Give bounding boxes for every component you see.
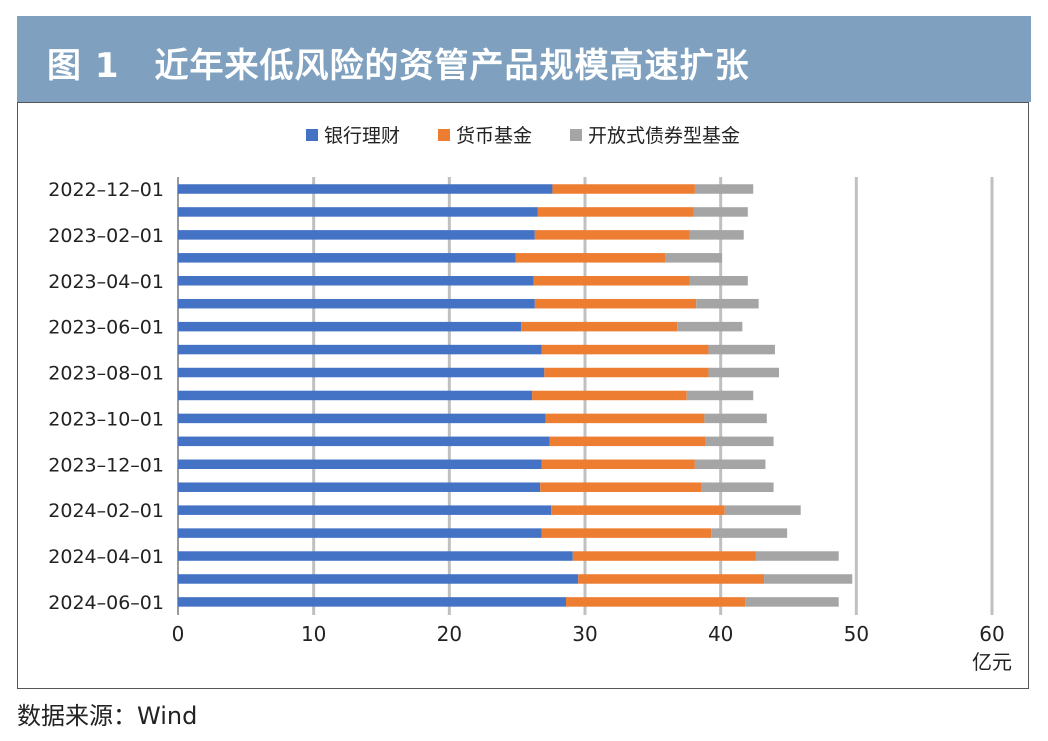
- bar-2023-12-01-series-0: [178, 459, 542, 470]
- y-tick-label: 2023–04–01: [48, 271, 164, 293]
- bar-2023-04-01-series-2: [689, 276, 748, 286]
- title-bar: 图 1 近年来低风险的资管产品规模高速扩张: [17, 16, 1031, 102]
- bar-2023-08-01-series-0: [178, 367, 545, 378]
- bar-2023-05-01-series-0: [178, 298, 535, 309]
- x-axis-unit: 亿元: [972, 650, 1012, 674]
- bar-2023-03-01-series-0: [178, 253, 516, 263]
- legend-swatch-1: [438, 129, 450, 141]
- bar-2024-03-01-series-2: [711, 528, 788, 538]
- y-axis-labels: 2022–12–01 2023–02–01 2023–04–01 2023–06–01…: [48, 179, 164, 614]
- bar-2023-02-01-series-1: [534, 230, 690, 240]
- bar-2023-06-01-series-0: [178, 321, 522, 332]
- bar-2024-05-01-series-0: [178, 574, 579, 584]
- bar-2023-05-01-series-2: [696, 298, 759, 309]
- y-tick-label: 2023–06–01: [48, 317, 164, 339]
- bar-2023-07-01-series-0: [178, 344, 542, 355]
- x-tick-label: 20: [437, 622, 462, 646]
- bar-2023-07-01-series-2: [708, 344, 775, 355]
- legend-swatch-0: [306, 129, 318, 141]
- legend-label-1: 货币基金: [456, 125, 532, 147]
- stacked-bar-chart: 银行理财 货币基金 开放式债券型基金 2022–12–012023–02–01202…: [48, 125, 1012, 674]
- x-axis-labels: 0 10 20 30 40 50 60 亿元: [172, 622, 1012, 674]
- bar-2023-01-01-series-1: [537, 207, 694, 217]
- y-tick-label: 2023–10–01: [48, 408, 164, 430]
- bar-2023-01-01-series-0: [178, 207, 538, 217]
- bar-2024-04-01-series-1: [572, 551, 756, 561]
- bar-2024-04-01-series-0: [178, 551, 573, 561]
- x-tick-label: 50: [844, 622, 869, 646]
- y-tick-label: 2024–04–01: [48, 546, 164, 568]
- bar-2023-02-01-series-0: [178, 230, 535, 240]
- chart-frame: 银行理财 货币基金 开放式债券型基金 2022–12–01 2023–02–01 202…: [17, 102, 1029, 689]
- bar-2022-12-01-series-0: [178, 184, 553, 194]
- y-tick-label: 2024–06–01: [48, 592, 164, 614]
- bar-2024-06-01-series-1: [566, 597, 746, 607]
- bar-2023-12-01-series-1: [541, 459, 695, 470]
- bar-2023-06-01-series-1: [521, 321, 678, 332]
- x-tick-label: 10: [301, 622, 326, 646]
- bar-2023-07-01-series-1: [541, 344, 709, 355]
- bar-2023-09-01-series-0: [178, 390, 533, 401]
- x-tick-label: 60: [979, 622, 1004, 646]
- bar-2023-02-01-series-2: [689, 230, 744, 240]
- bar-2023-03-01-series-2: [665, 253, 723, 263]
- bar-2023-11-01-series-0: [178, 436, 550, 447]
- bar-2023-04-01-series-1: [533, 276, 690, 286]
- bars: [178, 184, 853, 607]
- y-tick-label: 2024–02–01: [48, 500, 164, 522]
- bar-2024-05-01-series-1: [578, 574, 765, 584]
- x-tick-label: 0: [172, 622, 185, 646]
- legend: 银行理财 货币基金 开放式债券型基金: [306, 125, 740, 147]
- bar-2023-10-01-series-2: [704, 413, 767, 424]
- source-note: 数据来源：Wind: [17, 702, 198, 730]
- bar-2024-02-01-series-1: [551, 505, 725, 515]
- legend-swatch-2: [570, 129, 582, 141]
- bar-2023-09-01-series-1: [532, 390, 687, 401]
- bar-2023-11-01-series-1: [549, 436, 706, 447]
- bar-2023-05-01-series-1: [534, 298, 697, 309]
- bar-2024-04-01-series-2: [755, 551, 839, 561]
- bar-2023-06-01-series-2: [677, 321, 743, 332]
- bar-2023-10-01-series-1: [545, 413, 705, 424]
- y-tick-label: 2022–12–01: [48, 179, 164, 201]
- bar-2024-01-01-series-0: [178, 482, 541, 492]
- bar-2024-05-01-series-2: [764, 574, 853, 584]
- bar-2023-04-01-series-0: [178, 276, 534, 286]
- bar-2023-09-01-series-2: [686, 390, 754, 401]
- y-tick-label: 2023–12–01: [48, 454, 164, 476]
- bar-2024-02-01-series-2: [724, 505, 801, 515]
- legend-label-2: 开放式债券型基金: [588, 125, 740, 147]
- bar-2023-01-01-series-2: [693, 207, 748, 217]
- bar-2024-01-01-series-1: [540, 482, 702, 492]
- bar-2023-12-01-series-2: [694, 459, 766, 470]
- x-tick-label: 30: [572, 622, 597, 646]
- bar-2022-12-01-series-1: [552, 184, 695, 194]
- bar-2024-03-01-series-0: [178, 528, 542, 538]
- bar-2024-02-01-series-0: [178, 505, 552, 515]
- bar-2023-10-01-series-0: [178, 413, 546, 424]
- bar-2024-06-01-series-0: [178, 597, 567, 607]
- bar-2023-08-01-series-1: [544, 367, 709, 378]
- x-tick-label: 40: [708, 622, 733, 646]
- bar-2023-11-01-series-2: [705, 436, 774, 447]
- bar-2022-12-01-series-2: [694, 184, 754, 194]
- bar-2024-06-01-series-2: [745, 597, 839, 607]
- y-tick-label: 2023–08–01: [48, 363, 164, 385]
- bar-2024-03-01-series-1: [541, 528, 712, 538]
- y-tick-label: 2023–02–01: [48, 225, 164, 247]
- bar-2023-08-01-series-2: [708, 367, 780, 378]
- chart-title: 图 1 近年来低风险的资管产品规模高速扩张: [47, 46, 750, 86]
- bar-2024-01-01-series-2: [701, 482, 774, 492]
- legend-label-0: 银行理财: [324, 125, 400, 147]
- bar-2023-03-01-series-1: [515, 253, 666, 263]
